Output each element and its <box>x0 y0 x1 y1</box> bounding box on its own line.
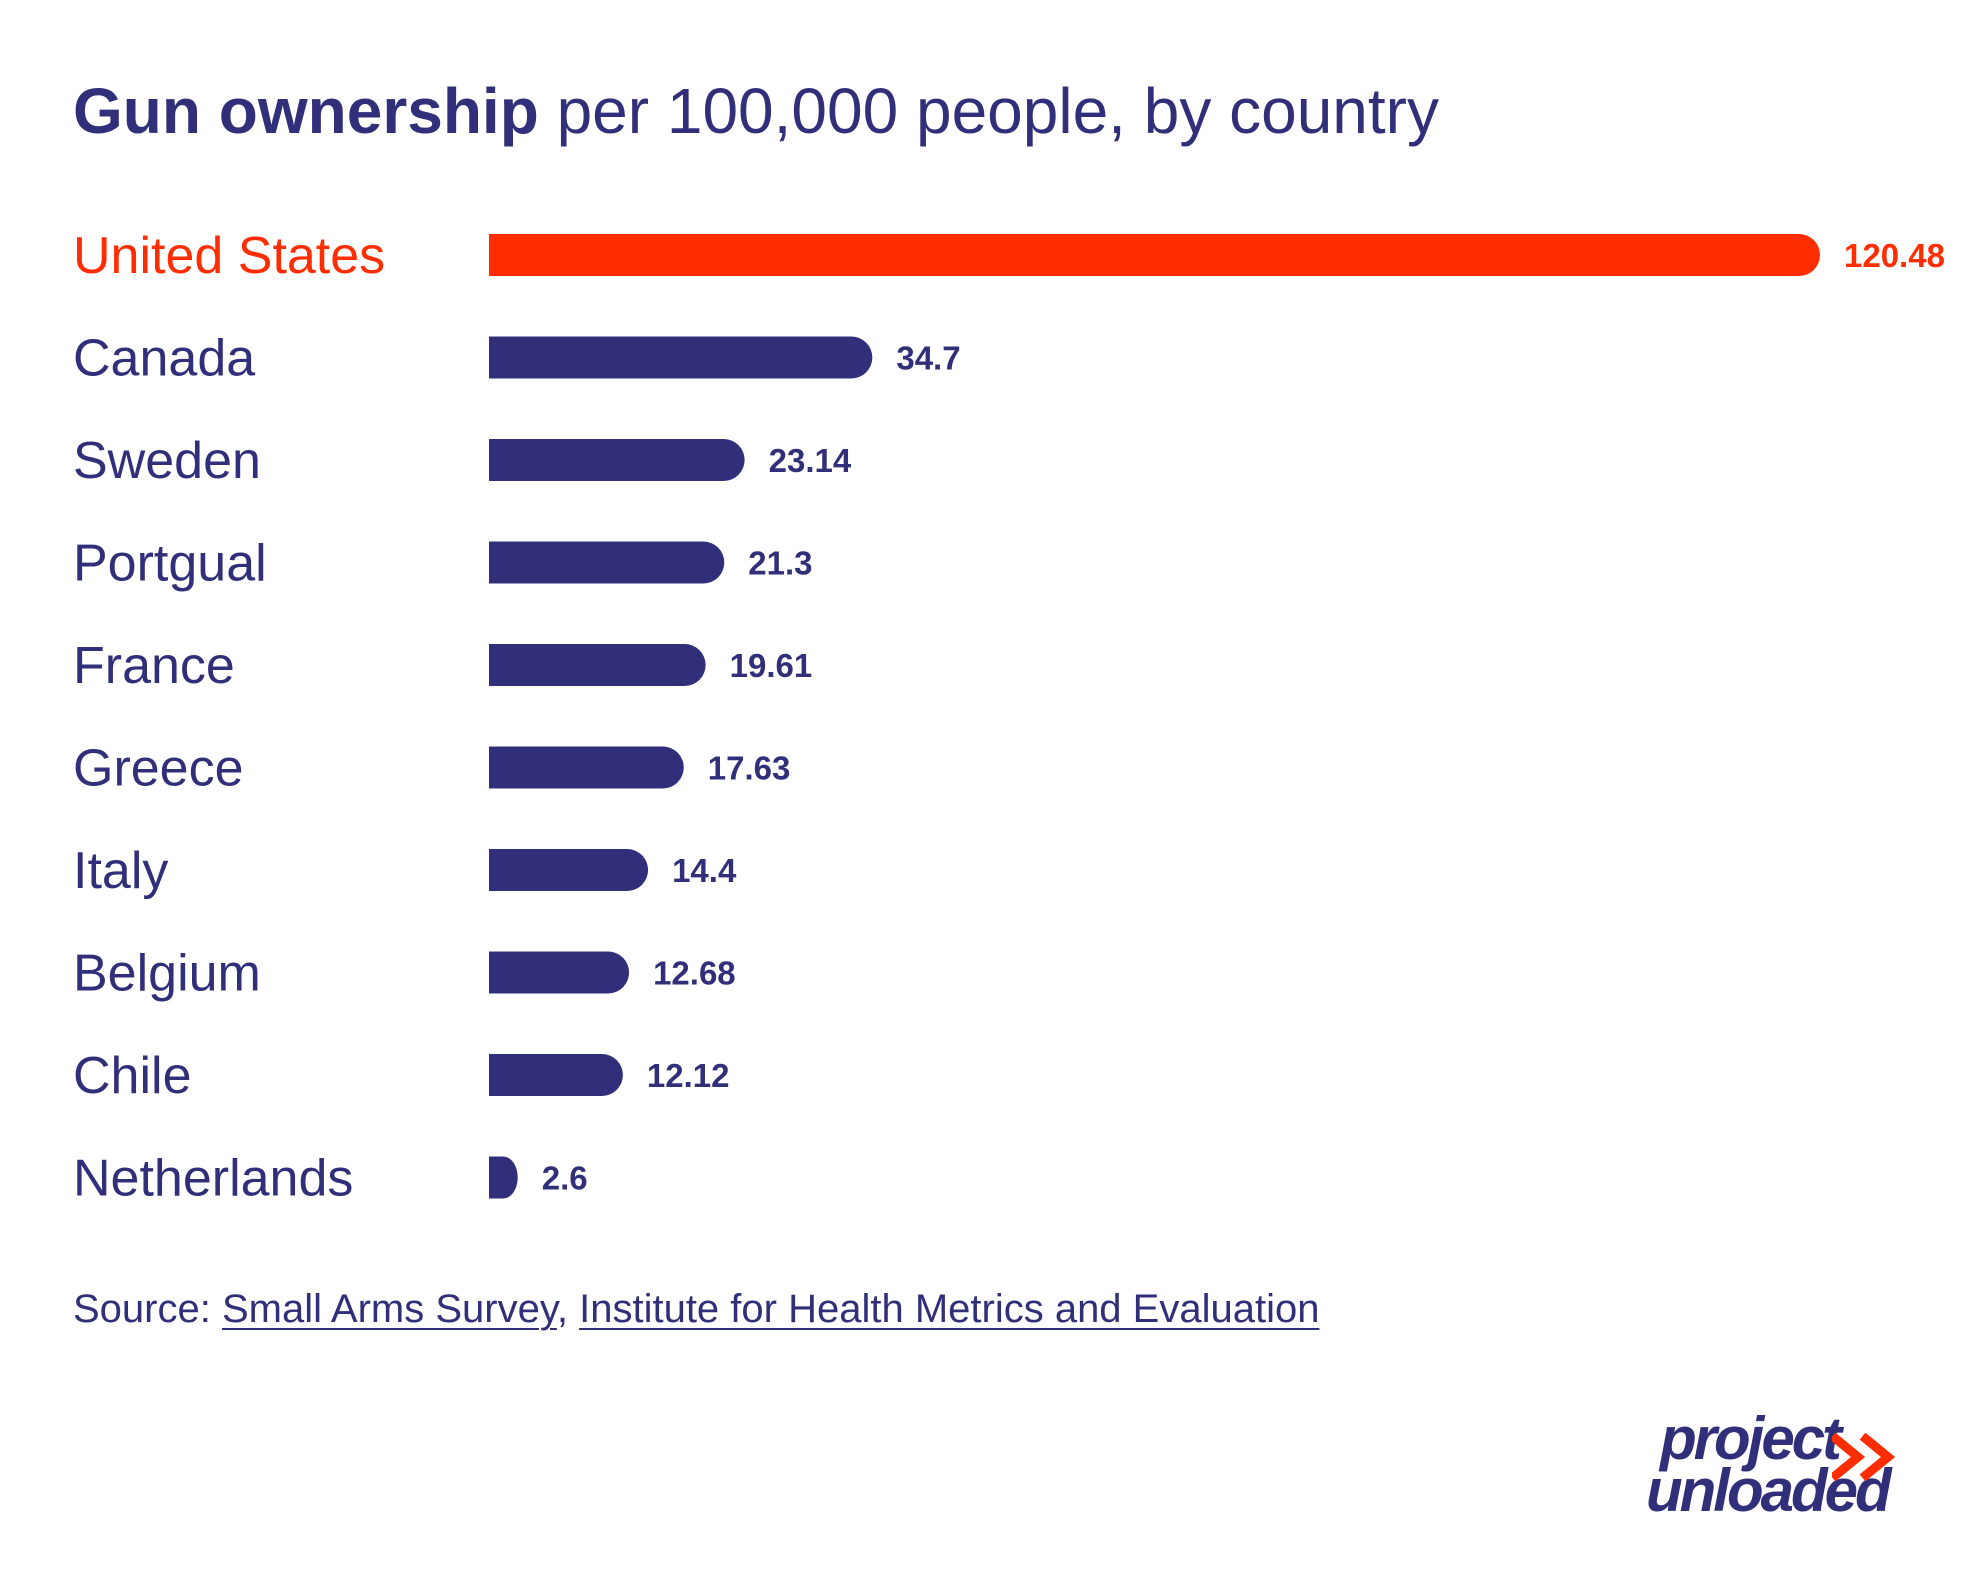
category-label: Portgual <box>73 535 267 593</box>
source-label: Source: <box>73 1287 222 1331</box>
value-label: 14.4 <box>672 852 737 889</box>
bar <box>489 541 725 584</box>
value-label: 21.3 <box>748 545 812 582</box>
logo-chevrons-icon <box>1832 1433 1896 1481</box>
source-link-ihme[interactable]: Institute for Health Metrics and Evaluat… <box>579 1287 1320 1331</box>
logo-word-project: project <box>1660 1405 1842 1472</box>
category-label: Netherlands <box>73 1150 353 1208</box>
value-label: 12.12 <box>647 1057 730 1094</box>
value-label: 23.14 <box>769 442 852 479</box>
value-label: 12.68 <box>653 955 736 992</box>
chart-title: Gun ownership per 100,000 people, by cou… <box>73 74 1439 148</box>
category-label: Canada <box>73 330 255 388</box>
value-label: 17.63 <box>708 750 791 787</box>
value-label: 2.6 <box>542 1160 588 1197</box>
category-label: Chile <box>73 1047 192 1105</box>
logo-word-unloaded: unloaded <box>1646 1457 1892 1524</box>
category-label: Greece <box>73 740 244 798</box>
bar <box>489 1156 518 1199</box>
bar-chart: United States 120.48 Canada 34.7 Sweden 23.14… <box>73 227 1945 1208</box>
category-label: Italy <box>73 842 168 900</box>
bar <box>489 336 873 379</box>
source-note: Source: Small Arms Survey, Institute for… <box>73 1287 1319 1332</box>
bar <box>489 951 630 994</box>
value-label: 34.7 <box>896 340 960 377</box>
bar <box>489 1054 623 1096</box>
bar <box>489 644 706 686</box>
value-label: 19.61 <box>730 647 813 684</box>
chart-title-bold: Gun ownership <box>73 75 539 147</box>
bar <box>489 439 745 481</box>
category-label: United States <box>73 227 385 285</box>
bar <box>489 849 649 891</box>
source-link-small-arms-survey[interactable]: Small Arms Survey <box>221 1287 557 1331</box>
category-label: France <box>73 637 235 695</box>
value-label: 120.48 <box>1844 237 1945 274</box>
bar <box>489 746 684 789</box>
source-separator: , <box>556 1287 580 1331</box>
bar <box>489 234 1820 276</box>
category-label: Sweden <box>73 432 261 490</box>
chart-title-rest: per 100,000 people, by country <box>538 75 1439 147</box>
category-label: Belgium <box>73 945 261 1003</box>
project-unloaded-logo: project unloaded <box>1640 1405 1920 1535</box>
